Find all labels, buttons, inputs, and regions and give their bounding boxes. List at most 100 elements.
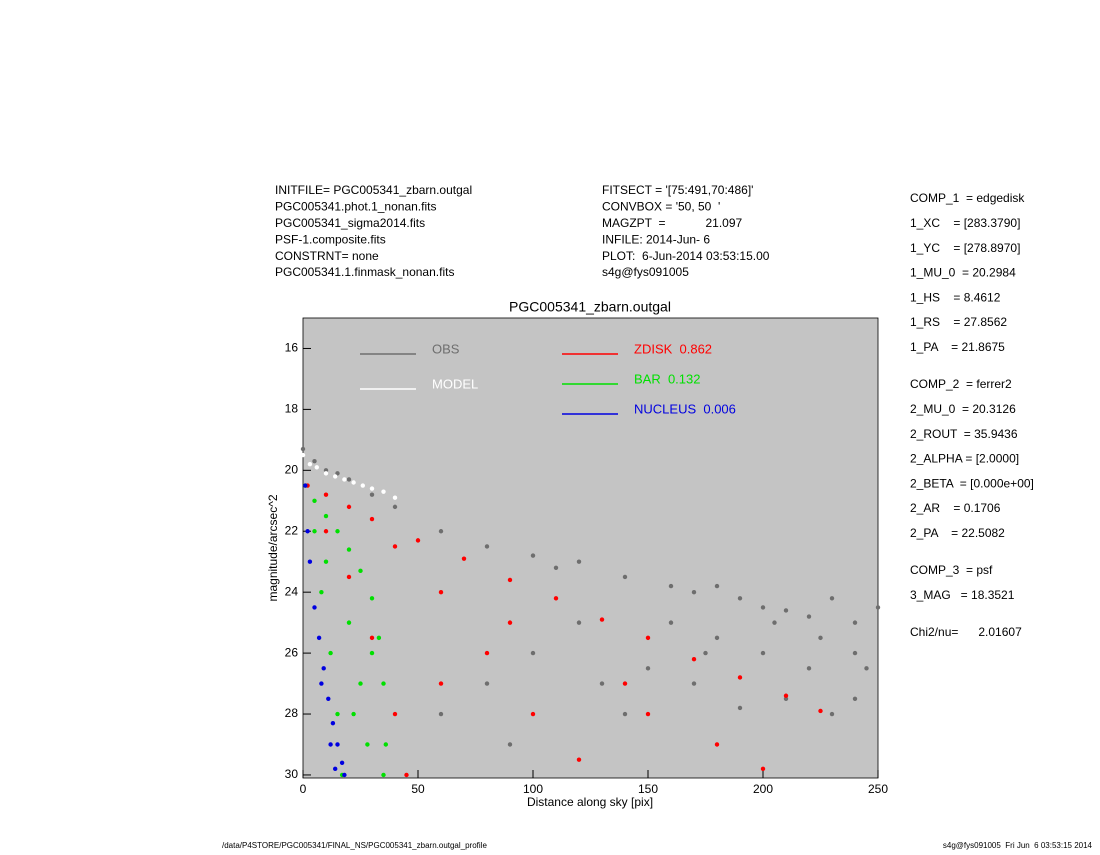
data-point [772,620,777,625]
fit-parameter: 3_MAG = 18.3521 [910,588,1015,602]
data-point [645,666,651,671]
y-tick-label: 24 [285,584,299,598]
data-point [415,538,421,543]
header-line: FITSECT = '[75:491,70:486]' [602,183,753,197]
data-point [530,650,536,656]
data-point [392,504,398,510]
header-line: PGC005341.phot.1_nonan.fits [275,200,436,214]
legend-label: MODEL [432,376,478,391]
data-point [553,596,559,601]
y-tick-label: 18 [285,402,299,416]
x-tick-label: 50 [411,782,425,796]
data-point [335,742,340,747]
data-point [365,742,370,747]
data-point [346,574,352,580]
data-point [438,711,444,717]
data-point [303,483,308,488]
x-tick-label: 0 [300,782,307,796]
data-point [622,681,628,686]
data-point [599,681,605,686]
data-point [875,605,881,610]
fit-parameter: 1_HS = 8.4612 [910,290,1001,304]
data-point [714,583,720,589]
data-point [622,574,628,580]
data-point [576,757,582,762]
y-tick-label: 26 [285,645,299,659]
y-tick-label: 28 [285,706,299,720]
fit-parameter: 1_PA = 21.8675 [910,340,1005,354]
data-point [852,696,858,701]
data-point [599,617,605,622]
header-line: MAGZPT = 21.097 [602,216,742,230]
data-point [369,635,375,641]
fit-parameter: 2_BETA = [0.000e+00] [910,476,1034,490]
data-point [328,742,333,747]
data-point [691,681,697,686]
data-point [392,544,398,549]
data-point [392,495,398,500]
fit-parameter: 2_ALPHA = [2.0000] [910,452,1019,466]
y-tick-label: 16 [285,341,299,355]
legend-label: NUCLEUS 0.006 [634,401,736,416]
y-tick-label: 22 [285,523,299,537]
data-point [312,458,317,464]
y-axis-label: magnitude/arcsec^2 [266,494,280,601]
data-point [333,474,338,479]
legend-label: OBS [432,341,460,356]
data-point [342,772,347,778]
data-point [333,766,338,772]
data-point [737,705,743,711]
header-line: CONVBOX = '50, 50 ' [602,200,720,214]
data-point [369,596,375,601]
data-point [346,547,352,552]
x-tick-label: 200 [753,782,773,796]
data-point [404,772,409,778]
data-point [358,568,363,574]
data-point [737,675,743,680]
footer-path: /data/P4STORE/PGC005341/FINAL_NS/PGC0053… [222,841,487,850]
data-point [321,666,326,671]
data-point [691,589,697,595]
fit-parameter: COMP_2 = ferrer2 [910,377,1012,391]
data-point [376,635,382,641]
fit-parameter: 1_RS = 27.8562 [910,315,1007,329]
data-point [864,666,869,671]
fit-parameter: COMP_1 = edgedisk [910,191,1025,205]
data-point [314,465,319,470]
data-point [358,681,363,686]
data-point [351,480,356,485]
data-point [381,489,386,494]
header-line: PGC005341_sigma2014.fits [275,216,425,230]
data-point [339,760,345,765]
data-point [328,650,333,656]
data-point [319,589,324,595]
x-tick-label: 150 [638,782,658,796]
data-point [326,696,331,701]
data-point [307,559,313,564]
data-point [783,693,789,698]
data-point [484,544,490,549]
x-tick-label: 100 [523,782,543,796]
data-point [760,650,766,656]
data-point [438,589,444,595]
data-point [806,614,812,619]
data-point [342,477,347,482]
plot-area [302,317,879,779]
data-point [829,711,835,717]
data-point [316,635,322,641]
data-point [484,650,490,656]
data-point [335,711,340,717]
data-point [381,681,386,686]
data-point [392,711,398,717]
fit-parameter: 2_MU_0 = 20.3126 [910,402,1016,416]
data-point [369,516,375,522]
data-point [668,620,674,625]
header-line: s4g@fys091005 [602,265,689,279]
data-point [645,635,651,641]
header-line: PGC005341.1.finmask_nonan.fits [275,265,454,279]
data-point [806,666,812,671]
fit-parameter: 2_AR = 0.1706 [910,501,1001,515]
data-point [484,681,490,686]
data-point [714,635,720,641]
